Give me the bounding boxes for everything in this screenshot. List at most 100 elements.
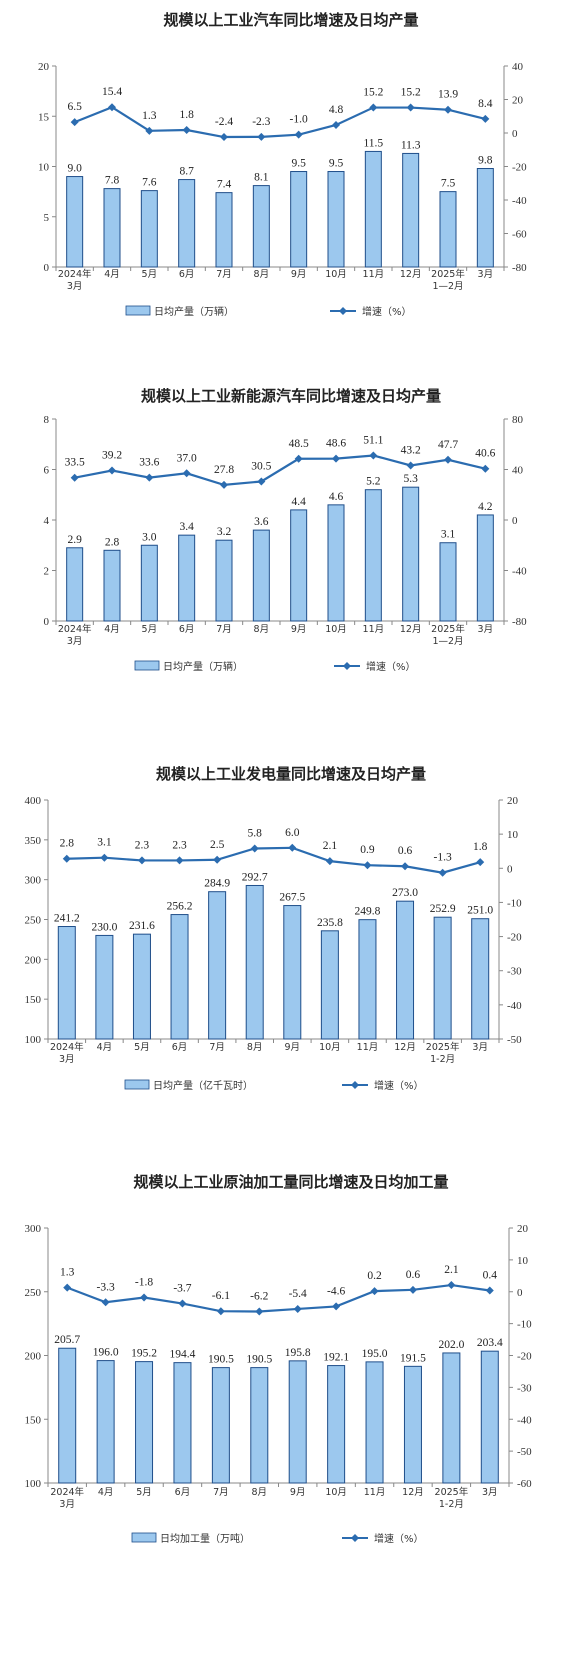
y-tick-label-right: 20 bbox=[512, 95, 524, 107]
x-tick-label: 1-2月 bbox=[439, 1499, 464, 1510]
y-tick-label-left: 100 bbox=[25, 1478, 42, 1490]
x-tick-label: 4月 bbox=[98, 1487, 114, 1498]
x-tick-label: 3月 bbox=[482, 1487, 498, 1498]
line-value-label: -3.3 bbox=[97, 1281, 115, 1293]
bar bbox=[327, 1365, 346, 1484]
y-tick-label-left: 5 bbox=[44, 212, 50, 224]
y-tick-label-right: 10 bbox=[517, 1255, 529, 1267]
line-value-label: 6.5 bbox=[67, 101, 82, 113]
growth-line bbox=[66, 846, 481, 874]
line-value-label: -5.4 bbox=[289, 1288, 307, 1300]
bar bbox=[283, 905, 302, 1040]
bar bbox=[66, 176, 84, 268]
x-tick-label: 10月 bbox=[325, 1487, 347, 1498]
line-value-label: -3.7 bbox=[173, 1283, 191, 1295]
line-value-label: 27.8 bbox=[214, 464, 234, 476]
x-tick-label: 5月 bbox=[134, 1042, 150, 1053]
bar bbox=[439, 542, 457, 622]
bar-value-label: 7.4 bbox=[217, 179, 232, 191]
bar bbox=[290, 509, 308, 622]
bar bbox=[439, 191, 457, 268]
line-value-label: 0.9 bbox=[360, 844, 375, 856]
chart-title: 规模以上工业新能源汽车同比增速及日均产量 bbox=[140, 387, 441, 405]
legend-line-label: 增速（%） bbox=[374, 1532, 424, 1545]
bar bbox=[364, 150, 382, 268]
bar bbox=[178, 534, 196, 622]
line-point bbox=[438, 868, 447, 877]
y-tick-label-right: -40 bbox=[507, 1000, 522, 1012]
y-tick-label-left: 0 bbox=[44, 616, 50, 628]
bar bbox=[433, 916, 452, 1040]
x-tick-label: 2024年 bbox=[50, 1041, 84, 1053]
line-value-label: 48.5 bbox=[289, 438, 309, 450]
chart-title: 规模以上工业原油加工量同比增速及日均加工量 bbox=[133, 1173, 449, 1191]
y-tick-label-left: 8 bbox=[44, 414, 50, 426]
y-tick-label-left: 10 bbox=[38, 162, 50, 174]
bar-value-label: 3.4 bbox=[179, 521, 194, 533]
legend: 日均产量（万辆） 增速（%） bbox=[134, 660, 416, 673]
bar bbox=[208, 891, 227, 1040]
x-tick-label: 2024年 bbox=[58, 268, 92, 280]
line-value-label: 0.6 bbox=[398, 845, 413, 857]
line-point bbox=[294, 130, 303, 139]
bar bbox=[476, 514, 494, 622]
y-tick-label-right: 0 bbox=[517, 1287, 523, 1299]
bar bbox=[288, 1360, 307, 1484]
x-tick-label: 12月 bbox=[402, 1487, 424, 1498]
line-value-label: -2.4 bbox=[215, 116, 233, 128]
line-value-label: 3.1 bbox=[97, 837, 112, 849]
line-point bbox=[101, 1298, 110, 1307]
line-value-label: 2.5 bbox=[210, 839, 225, 851]
x-tick-label: 4月 bbox=[97, 1042, 113, 1053]
x-tick-label: 9月 bbox=[290, 1487, 306, 1498]
y-tick-label-left: 20 bbox=[38, 61, 50, 73]
y-tick-label-right: 0 bbox=[512, 128, 518, 140]
line-value-label: -6.1 bbox=[212, 1290, 230, 1302]
y-tick-label-right: -20 bbox=[512, 162, 527, 174]
bar-value-label: 11.3 bbox=[401, 139, 421, 151]
line-value-label: 2.8 bbox=[60, 838, 75, 850]
bar-value-label: 7.5 bbox=[441, 178, 456, 190]
bar-value-label: 8.7 bbox=[179, 166, 194, 178]
y-tick-label-left: 4 bbox=[44, 515, 50, 527]
bar bbox=[365, 1361, 384, 1484]
chart-power-plot: 100 150 200 250 300 350 400 -50 -40 -30 -20 -10 0 10 2… bbox=[25, 795, 523, 1092]
chart-crude-plot: 100 150 200 250 300 -60 -50 -40 -30 -20 -10 0 10 20 20… bbox=[25, 1223, 533, 1545]
x-tick-label: 10月 bbox=[325, 269, 347, 280]
chart-auto: 规模以上工业汽车同比增速及日均产量 0 5 10 15 20 -80 -60 -40 -20 0 2… bbox=[0, 0, 582, 330]
y-tick-label-left: 200 bbox=[25, 954, 42, 966]
line-value-label: 39.2 bbox=[102, 450, 122, 462]
x-tick-label: 10月 bbox=[325, 624, 347, 635]
legend-bar-label: 日均产量（万辆） bbox=[154, 305, 234, 318]
line-value-label: -6.2 bbox=[250, 1291, 268, 1303]
legend: 日均产量（亿千瓦时） 增速（%） bbox=[124, 1079, 424, 1092]
line-value-label: 4.8 bbox=[329, 104, 344, 116]
y-tick-label-right: 20 bbox=[507, 795, 519, 807]
x-tick-label: 4月 bbox=[104, 624, 120, 635]
x-tick-label: 12月 bbox=[394, 1042, 416, 1053]
bar bbox=[403, 1365, 422, 1484]
x-tick-label: 2024年 bbox=[50, 1486, 84, 1498]
x-tick-label: 1—2月 bbox=[432, 636, 463, 647]
bar-value-label: 11.5 bbox=[363, 137, 383, 149]
y-tick-label-left: 6 bbox=[44, 465, 50, 477]
bar-value-label: 252.9 bbox=[430, 903, 456, 915]
line-point bbox=[369, 451, 378, 460]
bar-value-label: 267.5 bbox=[279, 892, 305, 904]
line-value-label: 1.8 bbox=[179, 109, 194, 121]
chart-title: 规模以上工业汽车同比增速及日均产量 bbox=[163, 11, 419, 29]
bar bbox=[290, 171, 308, 268]
x-tick-label: 10月 bbox=[319, 1042, 341, 1053]
line-point bbox=[332, 454, 340, 463]
x-tick-label: 2025年 bbox=[431, 623, 465, 635]
growth-line bbox=[74, 105, 486, 139]
y-tick-label-right: -30 bbox=[517, 1382, 532, 1394]
bar-value-label: 2.8 bbox=[105, 536, 120, 548]
bar bbox=[364, 489, 382, 622]
bar bbox=[178, 179, 196, 268]
x-tick-label: 11月 bbox=[363, 624, 385, 635]
bar-value-label: 202.0 bbox=[438, 1339, 464, 1351]
bar bbox=[103, 549, 121, 622]
line-value-label: 47.7 bbox=[438, 439, 458, 451]
